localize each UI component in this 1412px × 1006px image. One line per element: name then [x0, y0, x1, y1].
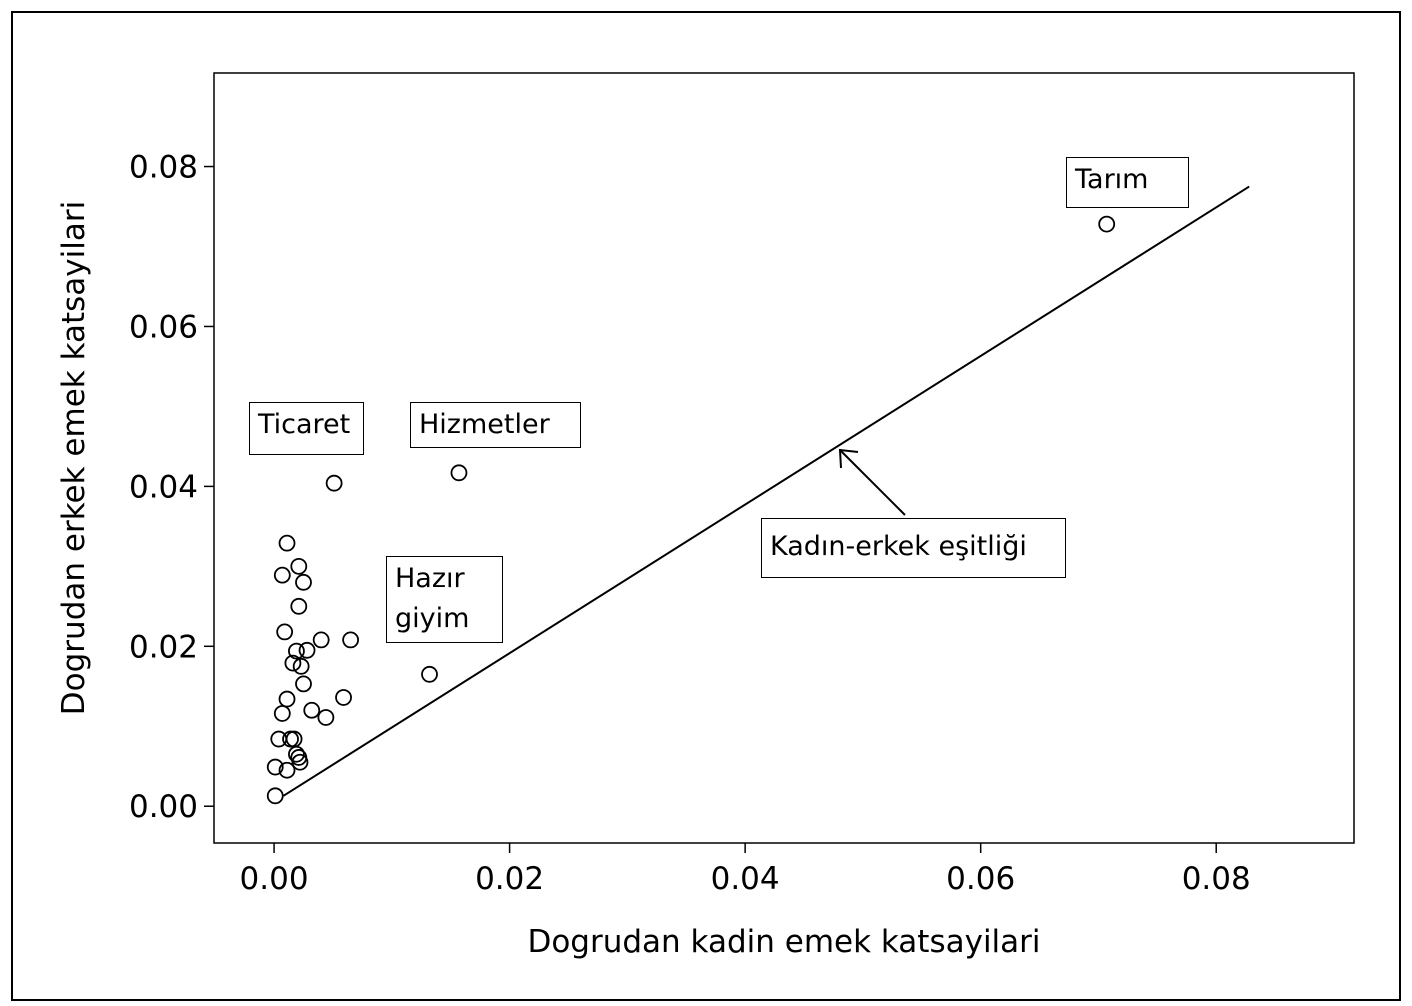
- outer-border: [11, 11, 1401, 1001]
- point: [335, 689, 352, 706]
- point: [284, 654, 302, 672]
- equality-line: [282, 185, 1250, 797]
- point: [276, 623, 294, 641]
- point: [450, 464, 468, 482]
- arrow-head: [838, 448, 859, 469]
- point: [421, 665, 438, 683]
- y-axis-label: Dogrudan erkek emek katsayilari: [56, 201, 92, 715]
- arrow: [839, 449, 906, 516]
- point: [273, 566, 291, 584]
- point: [290, 557, 308, 575]
- y-tick-label: 0.08: [129, 150, 198, 186]
- point: [1098, 215, 1116, 233]
- y-tick-label: 0.04: [129, 469, 198, 505]
- point: [303, 701, 321, 719]
- point: [295, 573, 312, 591]
- y-tick-label: 0.02: [129, 629, 198, 665]
- point: [266, 787, 284, 805]
- point: [290, 597, 308, 615]
- point: [325, 474, 343, 492]
- point: [292, 657, 310, 675]
- point: [285, 730, 303, 748]
- y-tick-label: 0.00: [129, 789, 198, 825]
- annotation: Tarım: [1066, 157, 1189, 208]
- annotation: Hazır giyim: [386, 556, 503, 643]
- point: [291, 753, 309, 771]
- point: [295, 675, 312, 693]
- point: [278, 690, 296, 708]
- plot-frame: [213, 72, 1355, 844]
- point: [273, 705, 291, 722]
- point: [278, 761, 296, 779]
- point: [282, 730, 299, 748]
- x-tick-label: 0.08: [1182, 861, 1251, 897]
- point: [342, 631, 360, 649]
- x-tick-label: 0.06: [946, 861, 1015, 897]
- y-tick-label: 0.06: [129, 309, 198, 345]
- x-tick-label: 0.04: [711, 861, 780, 897]
- point: [288, 745, 305, 763]
- point: [266, 758, 284, 776]
- annotation: Ticaret: [249, 402, 364, 455]
- x-axis-label: Dogrudan kadin emek katsayilari: [527, 924, 1040, 960]
- point: [278, 534, 296, 552]
- point: [317, 709, 335, 726]
- x-tick-label: 0.00: [240, 861, 309, 897]
- annotation: Kadın-erkek eşitliği: [761, 518, 1066, 578]
- point: [288, 642, 305, 660]
- point: [298, 641, 316, 659]
- point: [312, 631, 330, 649]
- x-tick-label: 0.02: [475, 861, 544, 897]
- annotation: Hizmetler: [410, 402, 581, 448]
